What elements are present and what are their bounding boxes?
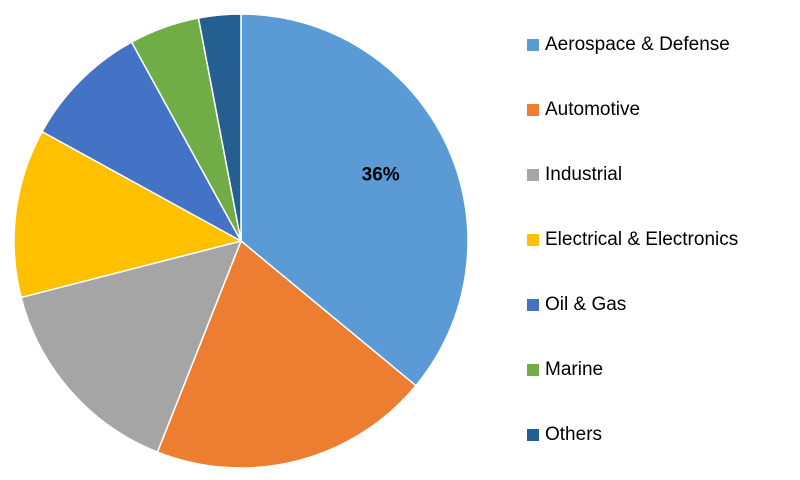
legend-label: Aerospace & Defense	[545, 34, 730, 55]
legend-swatch	[527, 169, 539, 181]
pie-slice	[197, 13, 242, 242]
legend-swatch	[527, 299, 539, 311]
legend-label: Marine	[545, 359, 603, 380]
legend-swatch	[527, 364, 539, 376]
legend-label: Oil & Gas	[545, 294, 626, 315]
legend-label: Electrical & Electronics	[545, 229, 738, 250]
legend-label: Others	[545, 424, 602, 445]
pie-slice	[13, 130, 244, 299]
pie-slice	[156, 239, 417, 469]
legend-label: Industrial	[545, 164, 622, 185]
pie-slice	[20, 239, 243, 454]
pie-slice	[41, 41, 243, 243]
legend-swatch	[527, 234, 539, 246]
data-label: 36%	[362, 164, 400, 185]
legend-swatch	[527, 104, 539, 116]
legend-swatch	[527, 39, 539, 51]
legend-label: Automotive	[545, 99, 640, 120]
pie-slice	[240, 13, 469, 387]
legend-swatch	[527, 429, 539, 441]
